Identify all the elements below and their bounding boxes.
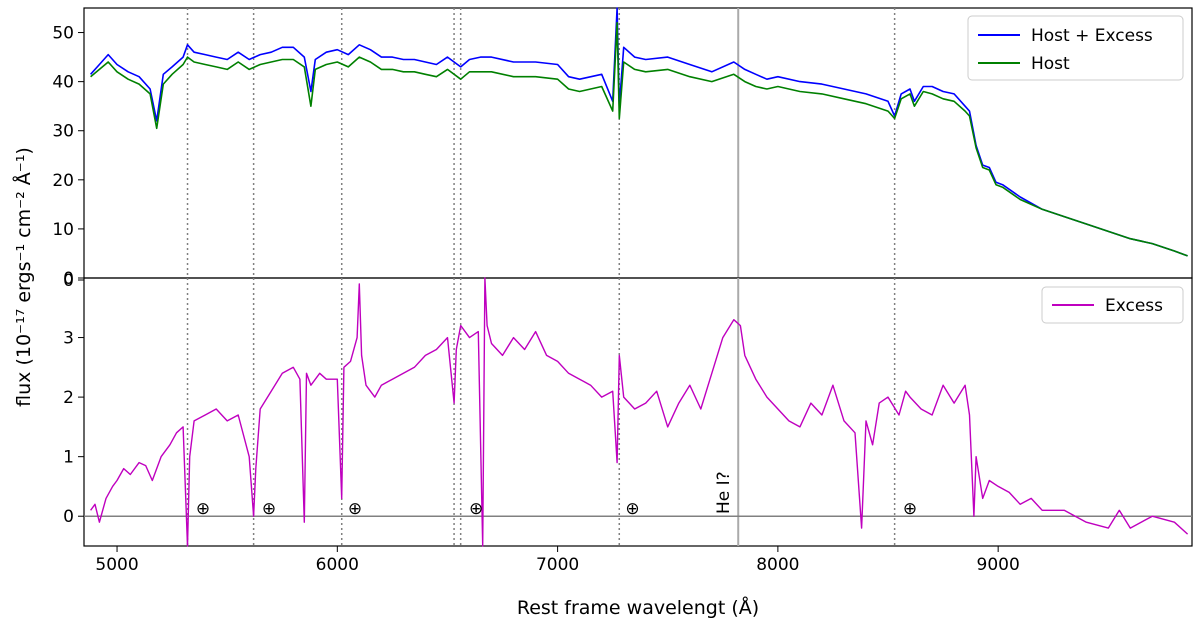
top-legend: Host + Excess Host (967, 15, 1184, 81)
xtick-label: 9000 (977, 555, 1020, 575)
xtick-label: 6000 (316, 555, 359, 575)
legend-label-excess: Excess (1105, 296, 1163, 316)
xtick-label: 7000 (536, 555, 579, 575)
telluric-marker: ⊕ (903, 499, 917, 519)
bottom-ytick-label: 0 (63, 507, 74, 527)
telluric-marker: ⊕ (469, 499, 483, 519)
series-host-excess (90, 7, 1188, 257)
top-ytick-label: 40 (52, 73, 74, 93)
y-axis-title: flux (10⁻¹⁷ ergs⁻¹ cm⁻² Å⁻¹) (12, 147, 35, 407)
legend-label-host-excess: Host + Excess (1031, 26, 1153, 46)
bottom-legend-box (1041, 286, 1184, 324)
bottom-ytick-label: 1 (63, 448, 74, 468)
telluric-marker: ⊕ (625, 499, 639, 519)
legend-label-host: Host (1031, 54, 1070, 74)
bottom-panel-frame (83, 277, 1193, 547)
series-excess (90, 277, 1189, 547)
top-legend-box (967, 15, 1184, 81)
xtick-label: 8000 (756, 555, 799, 575)
bottom-legend: Excess (1041, 286, 1184, 324)
top-ytick-label: 50 (52, 24, 74, 44)
top-panel: 0 10 20 30 40 50 Host + Excess Host (52, 7, 1193, 289)
telluric-marker: ⊕ (262, 499, 276, 519)
telluric-marker: ⊕ (348, 499, 362, 519)
top-ytick-label: 10 (52, 220, 74, 240)
xtick-label: 5000 (95, 555, 138, 575)
top-ytick-label: 0 (63, 269, 74, 289)
bottom-ytick-label: 2 (63, 388, 74, 408)
series-host (90, 21, 1188, 257)
he-annotation: He I? (714, 471, 734, 514)
bottom-top-tick-label: 0 (63, 271, 74, 291)
top-ytick-label: 30 (52, 122, 74, 142)
bottom-ytick-label: 3 (63, 329, 74, 349)
x-axis-title: Rest frame wavelengt (Å) (517, 596, 759, 619)
telluric-marker: ⊕ (196, 499, 210, 519)
top-ytick-label: 20 (52, 171, 74, 191)
